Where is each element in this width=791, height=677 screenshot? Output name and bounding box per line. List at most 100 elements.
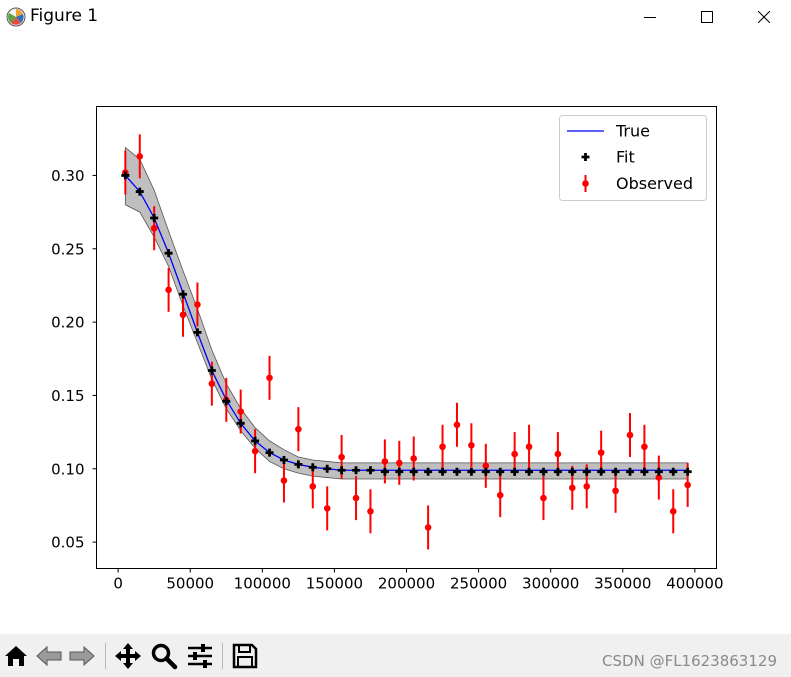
minimize-icon bbox=[644, 17, 656, 18]
fit-marker bbox=[164, 249, 173, 258]
toolbar-separator bbox=[105, 643, 106, 669]
observed-point bbox=[367, 508, 374, 515]
fit-marker bbox=[179, 290, 188, 299]
fit-marker bbox=[193, 328, 202, 337]
x-tick-label: 50000 bbox=[166, 575, 214, 593]
fit-marker bbox=[625, 467, 634, 476]
fit-marker bbox=[611, 467, 620, 476]
forward-icon bbox=[69, 645, 95, 667]
fit-marker bbox=[121, 171, 130, 180]
observed-point bbox=[612, 487, 619, 495]
fit-marker bbox=[236, 419, 245, 428]
y-axis: 0.05 0.10 0.15 0.20 0.25 0.30 bbox=[51, 167, 97, 552]
observed-point bbox=[150, 224, 158, 232]
observed-point bbox=[295, 425, 302, 433]
configure-subplots-icon bbox=[188, 644, 212, 668]
observed-point bbox=[554, 450, 562, 458]
fit-marker bbox=[366, 466, 375, 475]
observed-point bbox=[194, 301, 201, 308]
title-bar: Figure 1 bbox=[0, 0, 791, 34]
fit-marker bbox=[409, 467, 418, 476]
close-button[interactable] bbox=[741, 0, 787, 34]
fit-marker bbox=[525, 467, 534, 476]
observed-point bbox=[179, 311, 187, 319]
observed-point bbox=[669, 508, 677, 515]
figure-canvas[interactable]: 0 50000 100000 150000 200000 250000 300000 3500… bbox=[0, 34, 791, 634]
forward-button[interactable] bbox=[68, 642, 96, 670]
maximize-button[interactable] bbox=[684, 0, 730, 34]
pan-icon bbox=[115, 643, 141, 669]
observed-point bbox=[511, 450, 518, 458]
legend-label: Observed bbox=[616, 174, 693, 193]
back-button[interactable] bbox=[35, 642, 63, 670]
x-tick-label: 0 bbox=[113, 575, 123, 593]
fit-marker bbox=[683, 467, 692, 476]
configure-subplots-button[interactable] bbox=[186, 642, 214, 670]
observed-point bbox=[597, 449, 605, 456]
fit-marker bbox=[207, 366, 216, 375]
observed-point bbox=[395, 459, 403, 467]
fit-marker bbox=[395, 467, 404, 476]
fit-marker bbox=[279, 455, 288, 464]
back-icon bbox=[36, 645, 62, 667]
observed-point bbox=[165, 286, 172, 294]
fit-marker bbox=[352, 466, 361, 475]
observed-point bbox=[309, 483, 317, 490]
fit-marker bbox=[496, 467, 505, 476]
observed-point bbox=[525, 443, 533, 451]
zoom-button[interactable] bbox=[150, 642, 178, 670]
window-title: Figure 1 bbox=[30, 6, 99, 26]
observed-point bbox=[684, 481, 691, 489]
y-tick-label: 0.25 bbox=[51, 240, 84, 258]
save-icon bbox=[232, 643, 258, 669]
observed-errorbars bbox=[122, 134, 691, 550]
fit-marker bbox=[640, 467, 649, 476]
y-tick-label: 0.15 bbox=[51, 387, 84, 405]
observed-point bbox=[540, 494, 547, 502]
legend: True Fit Observed bbox=[559, 115, 707, 201]
observed-point bbox=[266, 374, 273, 382]
pan-button[interactable] bbox=[114, 642, 142, 670]
fit-marker bbox=[597, 467, 606, 476]
observed-point bbox=[280, 477, 288, 484]
watermark-text: CSDN @FL1623863129 bbox=[602, 652, 777, 670]
x-tick-label: 250000 bbox=[450, 575, 507, 593]
true-curve bbox=[124, 174, 688, 471]
maximize-icon bbox=[701, 11, 713, 23]
close-icon bbox=[758, 11, 770, 23]
x-tick-label: 100000 bbox=[234, 575, 291, 593]
fit-marker bbox=[323, 464, 332, 473]
fit-marker bbox=[467, 467, 476, 476]
legend-box bbox=[559, 115, 707, 201]
minimize-button[interactable] bbox=[627, 0, 673, 34]
y-tick-label: 0.30 bbox=[51, 167, 84, 185]
legend-label: True bbox=[615, 122, 650, 141]
observed-point bbox=[468, 442, 475, 449]
observed-point bbox=[323, 505, 331, 512]
save-button[interactable] bbox=[231, 642, 259, 670]
observed-point bbox=[439, 443, 446, 451]
y-tick-label: 0.10 bbox=[51, 460, 84, 478]
fit-marker bbox=[654, 467, 663, 476]
fit-marker bbox=[222, 397, 231, 406]
x-tick-label: 350000 bbox=[594, 575, 651, 593]
y-tick-label: 0.05 bbox=[51, 534, 84, 552]
matplotlib-app-icon bbox=[6, 7, 26, 27]
observed-point bbox=[208, 380, 216, 388]
observed-point bbox=[496, 491, 504, 499]
fit-marker bbox=[539, 467, 548, 476]
fit-markers bbox=[121, 171, 692, 476]
fit-marker bbox=[308, 463, 317, 472]
observed-point bbox=[569, 484, 576, 492]
fit-marker bbox=[481, 467, 490, 476]
legend-observed-swatch bbox=[582, 180, 589, 187]
observed-point bbox=[482, 462, 490, 470]
observed-point bbox=[237, 408, 244, 415]
true-line bbox=[124, 174, 688, 471]
chart: 0 50000 100000 150000 200000 250000 300000 3500… bbox=[51, 106, 724, 593]
fit-marker bbox=[553, 467, 562, 476]
legend-fit-swatch bbox=[581, 153, 590, 161]
observed-point bbox=[424, 524, 432, 531]
fit-marker bbox=[582, 467, 591, 476]
home-button[interactable] bbox=[2, 642, 30, 670]
